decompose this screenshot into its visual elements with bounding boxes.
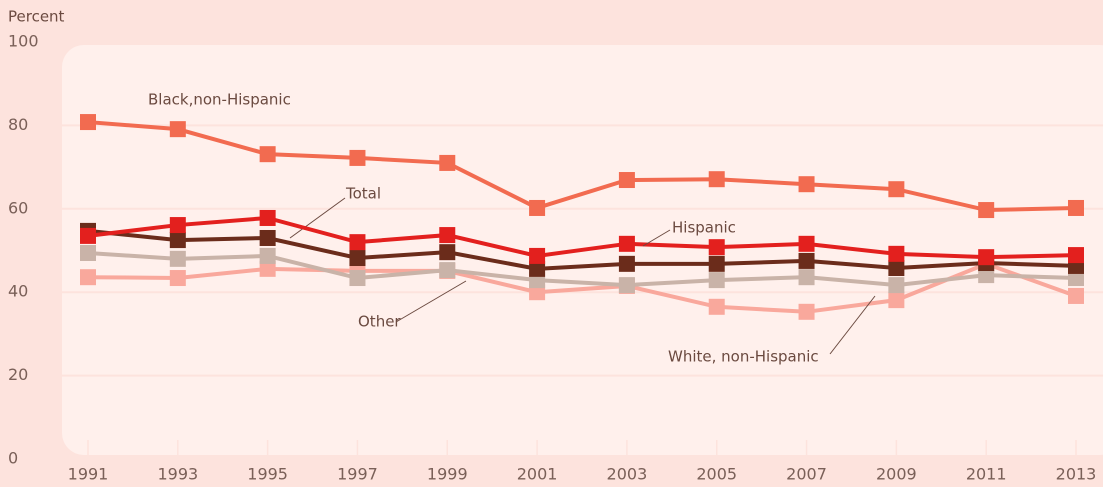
y-tick-label: 80 [8, 115, 28, 134]
y-tick-label: 0 [8, 449, 18, 468]
marker [888, 260, 905, 277]
marker [349, 234, 366, 251]
y-tick-label: 20 [8, 365, 28, 384]
marker [708, 239, 725, 256]
series-label: Black,non-Hispanic [148, 91, 291, 109]
marker [80, 227, 96, 244]
marker [259, 209, 276, 226]
marker [618, 235, 635, 252]
series-line [87, 261, 1077, 314]
marker [439, 227, 456, 244]
marker [1068, 247, 1084, 264]
marker [169, 121, 186, 138]
marker [978, 267, 995, 284]
marker [708, 272, 725, 289]
marker [259, 229, 276, 246]
marker [259, 146, 276, 163]
marker [529, 260, 546, 277]
marker [978, 249, 995, 266]
x-tick-label: 1995 [247, 465, 288, 484]
series-label: Other [358, 313, 401, 331]
marker [1068, 287, 1084, 304]
marker [1068, 270, 1084, 287]
x-tick-label: 2007 [786, 465, 827, 484]
marker [80, 269, 96, 286]
marker [349, 149, 366, 166]
y-tick-label: 100 [8, 32, 39, 51]
x-tick-label: 2003 [607, 465, 648, 484]
marker [349, 270, 366, 287]
marker [888, 277, 905, 294]
marker [798, 176, 815, 193]
x-tick-label: 1999 [427, 465, 468, 484]
x-tick-label: 1991 [68, 465, 109, 484]
marker [618, 255, 635, 272]
marker [349, 250, 366, 267]
x-tick-label: 2009 [876, 465, 917, 484]
series-line [87, 251, 1077, 288]
leader-line [642, 229, 671, 247]
marker [439, 244, 456, 261]
leader-line [289, 197, 346, 239]
marker [259, 260, 276, 277]
marker [708, 171, 725, 188]
marker [618, 277, 635, 294]
marker [169, 232, 186, 249]
marker [529, 284, 546, 301]
y-tick-label: 60 [8, 198, 28, 217]
series-label: Total [345, 185, 381, 203]
marker [169, 217, 186, 234]
leader-line [829, 295, 876, 355]
series-label: Hispanic [672, 219, 736, 237]
x-tick-label: 2013 [1056, 465, 1097, 484]
marker [529, 199, 546, 216]
y-axis-label: Percent [8, 8, 65, 26]
series-line [87, 228, 1077, 271]
marker [259, 247, 276, 264]
marker [618, 172, 635, 189]
marker [978, 202, 995, 219]
marker [439, 154, 456, 171]
y-tick-label: 40 [8, 282, 28, 301]
x-tick-label: 2001 [517, 465, 558, 484]
marker [1068, 199, 1084, 216]
leader-line [395, 280, 467, 323]
marker [798, 303, 815, 320]
marker [80, 114, 96, 131]
marker [169, 250, 186, 267]
marker [888, 181, 905, 198]
series-label: White, non-Hispanic [668, 348, 819, 366]
x-tick-label: 1997 [337, 465, 378, 484]
marker [888, 292, 905, 309]
marker [439, 262, 456, 279]
x-tick-label: 2011 [966, 465, 1007, 484]
marker [798, 269, 815, 286]
series-line [87, 215, 1077, 260]
marker [80, 245, 96, 262]
x-tick-label: 1993 [157, 465, 198, 484]
marker [798, 235, 815, 252]
marker [708, 255, 725, 272]
marker [529, 247, 546, 264]
x-tick-label: 2005 [696, 465, 737, 484]
marker [798, 252, 815, 269]
series-line [87, 120, 1077, 213]
marker [169, 270, 186, 287]
marker [888, 245, 905, 262]
marker [708, 298, 725, 315]
